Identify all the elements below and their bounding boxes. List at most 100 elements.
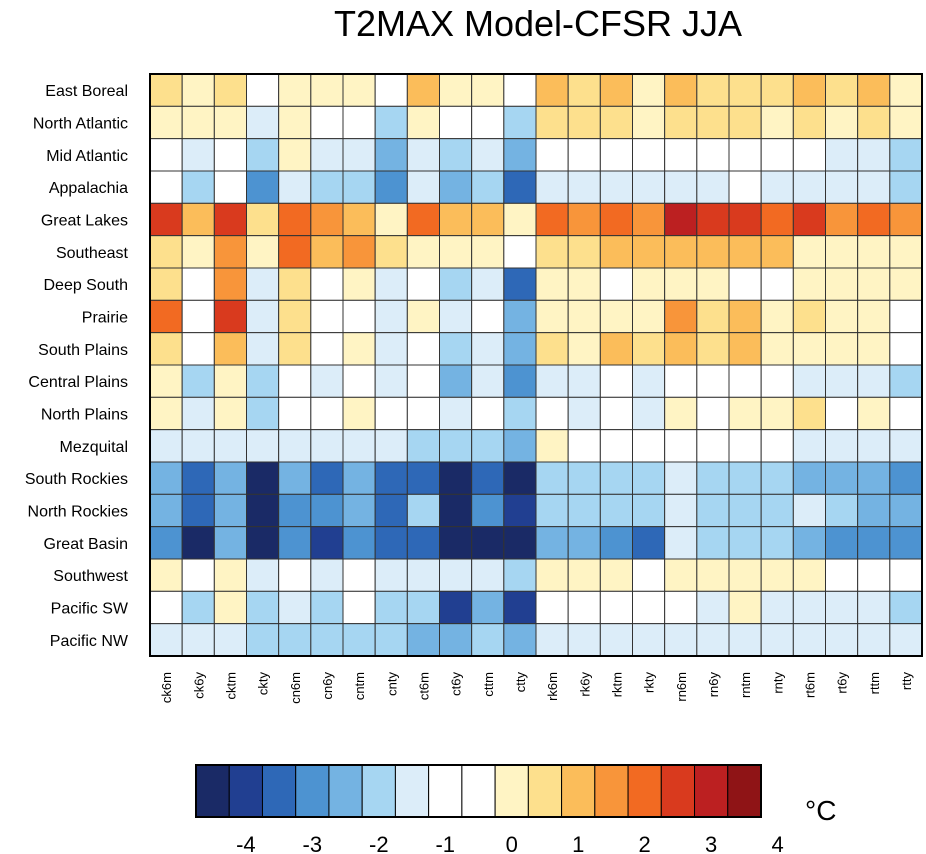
column-label: cn6m: [288, 672, 303, 704]
heatmap-cell: [889, 493, 923, 528]
heatmap-cell: [889, 590, 923, 625]
heatmap-cell: [857, 526, 891, 560]
heatmap-cell: [406, 623, 441, 657]
heatmap-cell: [310, 429, 344, 463]
heatmap-cell: [213, 73, 247, 107]
heatmap-cell: [760, 105, 794, 140]
heatmap-cell: [567, 73, 601, 107]
heatmap-cell: [792, 105, 826, 140]
heatmap-cell: [599, 558, 633, 592]
heatmap-cell: [471, 623, 505, 657]
row-label: Central Plains: [28, 374, 128, 391]
colorbar-swatch: [361, 764, 396, 818]
heatmap-cell: [535, 170, 569, 204]
heatmap-cell: [149, 364, 183, 398]
column-label: rn6y: [706, 672, 721, 698]
heatmap-cell: [760, 138, 794, 172]
heatmap-cell: [342, 170, 376, 204]
heatmap-cell: [664, 493, 698, 528]
heatmap-cell: [728, 526, 762, 560]
heatmap-cell: [278, 267, 312, 301]
heatmap-cell: [792, 235, 826, 269]
heatmap-cell: [310, 202, 344, 237]
heatmap-cell: [792, 73, 826, 107]
heatmap-cell: [213, 429, 247, 463]
heatmap-cell: [406, 493, 441, 528]
heatmap-cell: [760, 73, 794, 107]
heatmap-cell: [181, 493, 215, 528]
heatmap-cell: [374, 73, 408, 107]
row-label: East Boreal: [45, 83, 128, 100]
heatmap-cell: [664, 138, 698, 172]
heatmap-cell: [889, 202, 923, 237]
heatmap-cell: [792, 299, 826, 334]
heatmap-cell: [246, 267, 280, 301]
heatmap-cell: [342, 202, 376, 237]
heatmap-cell: [760, 202, 794, 237]
heatmap-cell: [728, 105, 762, 140]
heatmap-cell: [567, 299, 601, 334]
heatmap-cell: [406, 429, 441, 463]
colorbar-swatch: [261, 764, 297, 818]
heatmap-cell: [792, 138, 826, 172]
heatmap-cell: [342, 235, 376, 269]
heatmap-cell: [374, 267, 408, 301]
heatmap-cell: [310, 623, 344, 657]
heatmap-cell: [246, 364, 280, 398]
heatmap-cell: [406, 526, 441, 560]
heatmap-cell: [374, 396, 408, 431]
heatmap-cell: [535, 105, 569, 140]
heatmap-cell: [632, 138, 666, 172]
heatmap-cell: [728, 429, 762, 463]
heatmap-cell: [342, 429, 376, 463]
heatmap-cell: [664, 73, 698, 107]
heatmap-cell: [406, 170, 441, 204]
heatmap-cell: [278, 73, 312, 107]
heatmap-cell: [889, 235, 923, 269]
heatmap-cell: [889, 429, 923, 463]
heatmap-cell: [278, 429, 312, 463]
heatmap-cell: [664, 202, 698, 237]
column-label: ct6y: [449, 672, 464, 696]
heatmap-cell: [149, 623, 183, 657]
heatmap-cell: [567, 396, 601, 431]
heatmap-cell: [696, 170, 730, 204]
heatmap-cell: [825, 590, 859, 625]
heatmap-cell: [632, 170, 666, 204]
heatmap-cell: [728, 332, 762, 366]
heatmap-cell: [310, 73, 344, 107]
heatmap-cell: [503, 105, 537, 140]
column-label: rtty: [899, 672, 914, 691]
heatmap-cell: [278, 396, 312, 431]
heatmap-cell: [342, 558, 376, 592]
heatmap-cell: [439, 526, 473, 560]
heatmap-cell: [374, 429, 408, 463]
colorbar-swatch: [295, 764, 330, 818]
column-label: ckty: [256, 672, 271, 696]
heatmap-cell: [535, 461, 569, 495]
heatmap-cell: [181, 105, 215, 140]
heatmap-cell: [632, 623, 666, 657]
heatmap-cell: [599, 138, 633, 172]
heatmap-cell: [632, 364, 666, 398]
heatmap-cell: [149, 105, 183, 140]
heatmap-cell: [278, 235, 312, 269]
heatmap-cell: [728, 590, 762, 625]
heatmap-cell: [471, 461, 505, 495]
heatmap-cell: [439, 461, 473, 495]
heatmap-cell: [406, 364, 441, 398]
heatmap-cell: [342, 332, 376, 366]
heatmap-cell: [213, 590, 247, 625]
heatmap-cell: [278, 170, 312, 204]
heatmap-cell: [374, 364, 408, 398]
heatmap-cell: [599, 235, 633, 269]
heatmap-cell: [825, 558, 859, 592]
heatmap-cell: [825, 461, 859, 495]
heatmap-cell: [696, 364, 730, 398]
heatmap-cell: [503, 138, 537, 172]
heatmap-cell: [857, 493, 891, 528]
heatmap-cell: [213, 526, 247, 560]
heatmap-cell: [310, 461, 344, 495]
heatmap-cell: [760, 235, 794, 269]
heatmap-cell: [857, 364, 891, 398]
